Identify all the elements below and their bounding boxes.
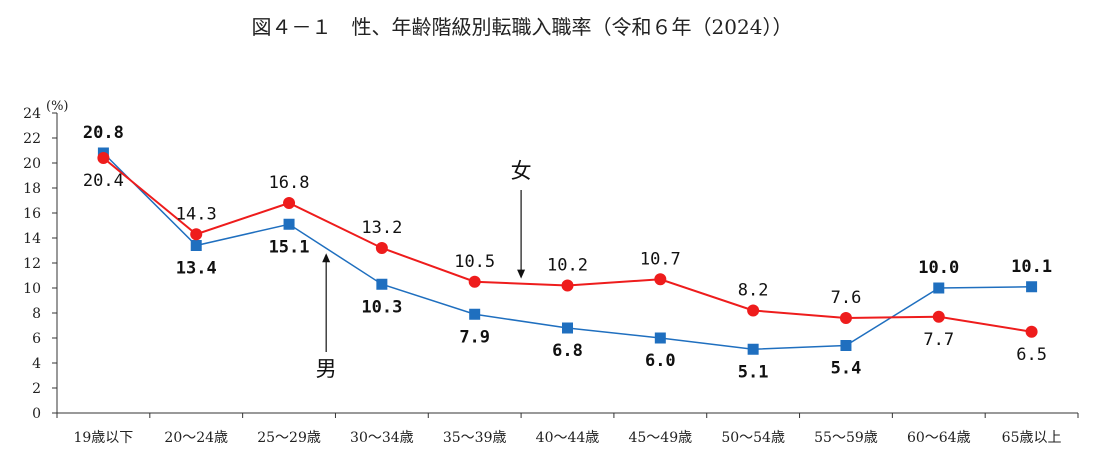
series-annotation-female: 女 (511, 159, 532, 183)
series-markers (97, 147, 1038, 355)
male-point (747, 343, 759, 355)
y-tick-label: 14 (23, 231, 41, 247)
x-tick-label: 40～44歳 (536, 430, 600, 446)
male-data-label: 7.9 (459, 327, 490, 347)
y-tick-label: 6 (32, 331, 41, 347)
male-data-label: 6.0 (645, 351, 676, 371)
female-point (747, 304, 760, 317)
female-data-label: 7.6 (831, 288, 862, 308)
x-tick-label: 20～24歳 (164, 430, 228, 446)
male-data-label: 10.3 (361, 297, 402, 317)
y-tick-label: 22 (23, 131, 41, 147)
female-data-label: 7.7 (923, 330, 954, 350)
y-tick-label: 12 (23, 256, 41, 272)
male-data-label: 5.1 (738, 362, 769, 382)
female-data-label: 10.2 (547, 256, 588, 276)
male-data-label: 20.8 (83, 123, 124, 143)
x-tick-label: 19歳以下 (73, 430, 133, 446)
series-annotation-male: 男 (316, 357, 337, 381)
male-data-label: 13.4 (176, 259, 217, 279)
male-point (840, 340, 852, 351)
data-labels: 20.8 13.4 15.1 10.3 7.9 6.8 6.0 5.1 5.4 10.0 10.1 2… (83, 123, 1052, 382)
male-data-label: 5.4 (831, 359, 862, 379)
y-tick-label: 0 (32, 406, 41, 422)
male-data-label: 10.0 (918, 258, 959, 278)
male-point (376, 278, 388, 290)
female-point (283, 197, 296, 209)
y-axis-unit-label: (%) (46, 99, 69, 114)
annotation-arrow-head (517, 269, 526, 279)
female-point (932, 310, 945, 323)
x-tick-label: 55～59歳 (814, 430, 878, 446)
male-point (469, 308, 481, 320)
x-tick-label: 65歳以上 (1002, 430, 1062, 446)
annotation-arrow-head (322, 253, 331, 263)
female-data-label: 16.8 (269, 173, 310, 193)
female-data-label: 10.5 (454, 252, 495, 272)
series-line-male (102, 152, 1032, 351)
male-point (933, 282, 945, 294)
male-data-label: 15.1 (269, 237, 310, 257)
x-tick-label: 30～34歳 (350, 430, 414, 446)
x-tick-label: 45～49歳 (628, 430, 692, 446)
male-point (1026, 281, 1038, 293)
female-point (468, 275, 481, 288)
x-tick-label: 35～39歳 (443, 430, 507, 446)
y-tick-label: 18 (23, 181, 41, 197)
male-data-label: 10.1 (1011, 257, 1052, 277)
female-data-label: 8.2 (738, 281, 769, 301)
female-point (654, 273, 667, 286)
x-tick-label: 50～54歳 (721, 430, 785, 446)
series-lines (102, 152, 1032, 351)
y-tick-label: 2 (32, 381, 41, 397)
x-tick-label: 25～29歳 (257, 430, 321, 446)
series-line-female (102, 157, 1032, 333)
female-point (839, 312, 852, 324)
male-data-label: 6.8 (552, 341, 583, 361)
female-data-label: 20.4 (83, 171, 124, 191)
female-point (97, 152, 110, 164)
male-point (562, 322, 573, 334)
female-data-label: 14.3 (176, 204, 217, 224)
female-data-label: 6.5 (1016, 345, 1047, 365)
y-tick-label: 4 (32, 356, 41, 372)
y-tick-label: 10 (23, 281, 41, 297)
y-tick-label: 20 (23, 156, 41, 172)
x-tick-label: 60～64歳 (907, 430, 971, 446)
female-point (1025, 325, 1038, 338)
y-tick-label: 8 (32, 306, 41, 322)
series-annotations: 女男 (316, 159, 532, 381)
female-point (375, 242, 388, 254)
female-data-label: 10.7 (640, 249, 681, 269)
female-point (561, 279, 574, 292)
male-point (190, 240, 202, 251)
female-data-label: 13.2 (361, 218, 402, 238)
female-point (190, 228, 203, 241)
male-point (654, 332, 666, 344)
y-tick-label: 24 (23, 106, 41, 122)
y-tick-label: 16 (23, 206, 41, 222)
male-point (283, 218, 295, 230)
chart-title: 図４－１ 性、年齢階級別転職入職率（令和６年（2024）） (252, 15, 793, 39)
